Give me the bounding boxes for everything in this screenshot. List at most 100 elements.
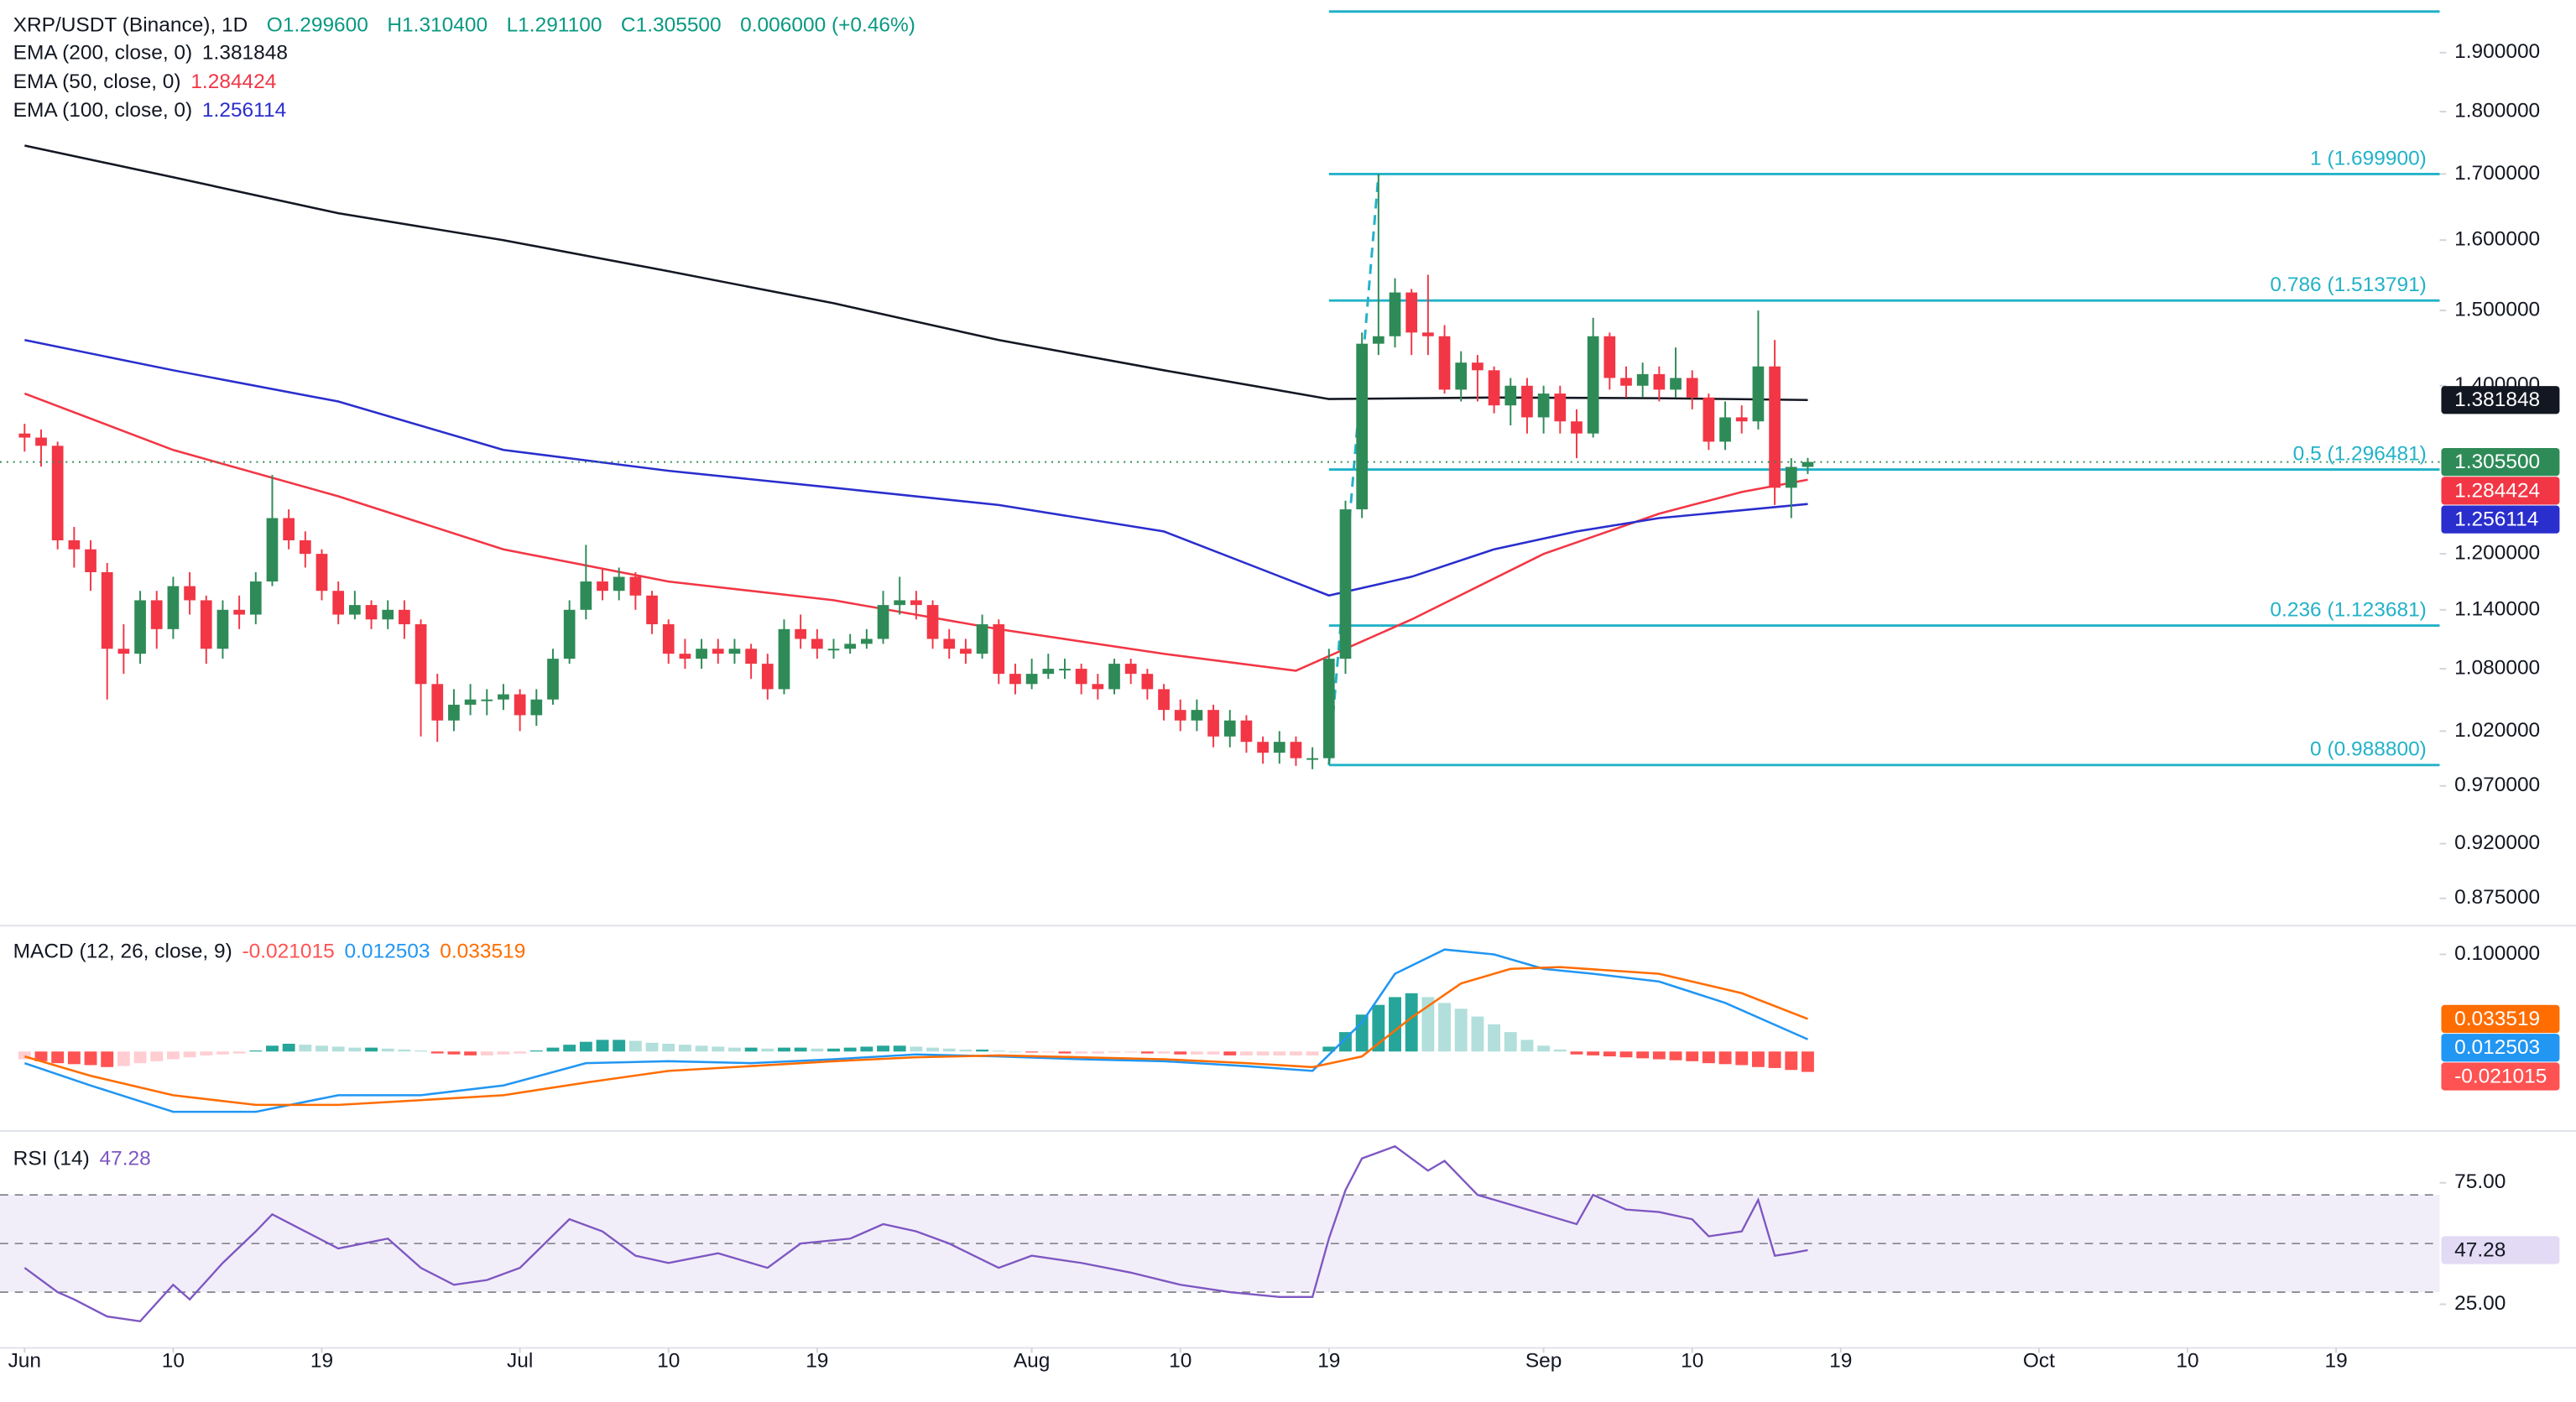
ohlc-low: L1.291100	[507, 14, 602, 37]
candle-body	[399, 609, 410, 625]
x-tick-label: Jun	[8, 1350, 41, 1373]
candle-body	[1158, 689, 1170, 711]
candle-body	[1339, 509, 1352, 659]
candle-body	[1356, 343, 1369, 510]
histogram-bar	[1619, 1051, 1633, 1058]
legend-value: -0.021015	[242, 941, 335, 963]
candle-body	[761, 664, 774, 690]
ohlc-close: C1.305500	[621, 14, 722, 37]
histogram-bar	[1438, 1003, 1451, 1052]
histogram-bar	[1421, 997, 1435, 1052]
candle-body	[1472, 362, 1484, 371]
histogram-bar	[18, 1051, 31, 1060]
histogram-bar	[183, 1051, 196, 1058]
legend-value: 47.28	[100, 1148, 151, 1170]
histogram-bar	[1702, 1051, 1715, 1064]
histogram-bar	[1025, 1051, 1039, 1053]
histogram-bar	[1553, 1049, 1567, 1052]
y-tick-label: 1.500000	[2454, 299, 2540, 321]
candle-body	[629, 576, 642, 596]
axis-value-box	[2441, 447, 2560, 477]
candle-body	[1422, 332, 1434, 336]
candle-body	[382, 609, 394, 620]
candle-body	[167, 586, 180, 629]
candle-body	[943, 638, 956, 649]
candle-body	[150, 600, 163, 629]
candle-body	[1802, 461, 1814, 467]
candle-body	[18, 433, 31, 438]
histogram-bar	[1207, 1051, 1220, 1055]
histogram-bar	[514, 1051, 527, 1054]
histogram-bar	[315, 1045, 328, 1052]
x-tick-label: Sep	[1525, 1350, 1562, 1373]
histogram-bar	[1570, 1051, 1583, 1055]
x-tick-label: 10	[1681, 1350, 1703, 1373]
candle-body	[1389, 292, 1401, 336]
histogram-bar	[910, 1046, 923, 1052]
histogram-bar	[415, 1050, 428, 1052]
histogram-bar	[1306, 1051, 1319, 1055]
axis-value-box	[2441, 386, 2560, 414]
candle-body	[1587, 336, 1599, 434]
candle-body	[1240, 720, 1253, 743]
candle-body	[332, 591, 345, 615]
candle-body	[1322, 659, 1335, 758]
candle-body	[1455, 362, 1468, 390]
legend-value: 1.284424	[190, 70, 276, 93]
legend-title: EMA (50, close, 0)	[13, 70, 181, 93]
candle-body	[926, 605, 939, 639]
y-tick-label: 1.600000	[2454, 228, 2540, 251]
histogram-bar	[1108, 1051, 1121, 1053]
histogram-bar	[794, 1047, 807, 1052]
trend-line	[1327, 174, 1380, 765]
histogram-bar	[1669, 1051, 1682, 1061]
candle-body	[514, 694, 526, 716]
x-tick-label: 19	[310, 1350, 333, 1373]
histogram-bar	[1041, 1051, 1055, 1053]
histogram-bar	[1454, 1009, 1468, 1052]
candle-body	[85, 549, 96, 572]
histogram-bar	[744, 1047, 758, 1052]
x-tick-label: 10	[162, 1350, 185, 1373]
symbol-title: XRP/USDT (Binance), 1D	[13, 14, 248, 37]
candle-body	[894, 600, 906, 606]
candle-body	[844, 644, 857, 649]
macd-line	[24, 966, 1808, 1107]
histogram-bar	[727, 1047, 741, 1052]
ema-line	[24, 339, 1808, 597]
axis-value-label: 47.28	[2454, 1238, 2506, 1261]
candle-body	[662, 624, 675, 654]
histogram-bar	[811, 1048, 824, 1052]
candle-body	[117, 649, 130, 654]
histogram-bar	[1751, 1051, 1765, 1067]
candle-body	[1719, 417, 1731, 442]
histogram-bar	[1290, 1051, 1302, 1055]
histogram-bar	[992, 1050, 1005, 1052]
ohlc-high: H1.310400	[387, 14, 488, 37]
histogram-bar	[1190, 1051, 1203, 1055]
x-tick-label: Oct	[2023, 1350, 2055, 1373]
legend-entry: EMA (50, close, 0) 1.284424	[13, 70, 277, 93]
y-tick-label: 1.080000	[2454, 657, 2540, 680]
candle-body	[778, 628, 790, 690]
histogram-bar	[266, 1045, 279, 1052]
candle-body	[745, 649, 757, 665]
candle-body	[1703, 397, 1715, 442]
histogram-bar	[1802, 1051, 1814, 1072]
histogram-bar	[662, 1043, 675, 1052]
candle-body	[266, 518, 279, 582]
candle-body	[1306, 758, 1318, 760]
histogram-bar	[464, 1051, 477, 1055]
y-tick-label: 1.700000	[2454, 162, 2540, 185]
candle-body	[1571, 421, 1583, 434]
axis-value-box	[2441, 1062, 2560, 1091]
candle-body	[1372, 336, 1384, 344]
histogram-bar	[497, 1051, 510, 1055]
histogram-bar	[1587, 1051, 1600, 1055]
histogram-bar	[51, 1051, 65, 1064]
axis-value-box	[2441, 1004, 2560, 1034]
axis-value-box	[2441, 505, 2560, 534]
histogram-bar	[1389, 997, 1401, 1052]
candle-body	[200, 600, 212, 649]
